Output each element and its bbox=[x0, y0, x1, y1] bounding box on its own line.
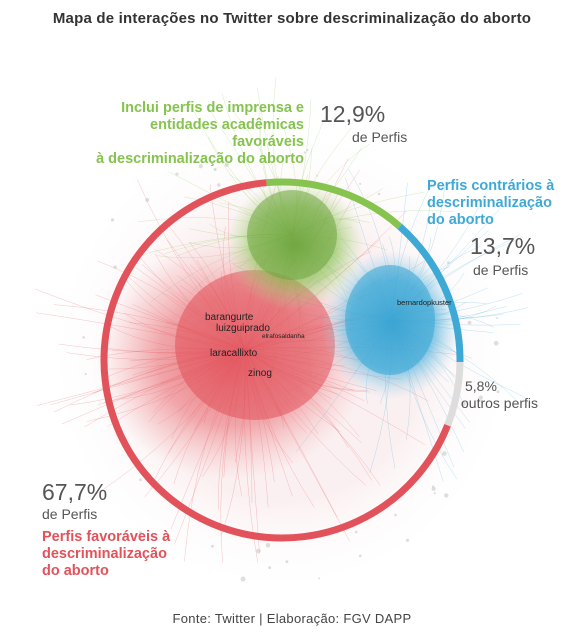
group-outros-percent: 5,8% bbox=[465, 378, 497, 394]
network-node bbox=[139, 478, 142, 481]
network-node bbox=[268, 566, 272, 570]
network-node bbox=[303, 151, 307, 154]
group-favoraveis-unit: de Perfis bbox=[42, 506, 98, 522]
network-node bbox=[460, 401, 466, 407]
network-node bbox=[211, 544, 214, 548]
ring-segment-imprensa bbox=[266, 178, 403, 230]
group-contrarios-description: Perfis contrários à descriminalização do… bbox=[427, 178, 577, 229]
network-node bbox=[394, 513, 397, 517]
node-label: zinog bbox=[248, 368, 272, 379]
network-node bbox=[431, 486, 436, 491]
source-footer: Fonte: Twitter | Elaboração: FGV DAPP bbox=[172, 611, 412, 626]
ring-segment-outros bbox=[444, 361, 464, 427]
network-node bbox=[318, 577, 321, 580]
node-label: laracallixto bbox=[210, 348, 258, 359]
page-title: Mapa de interações no Twitter sobre desc… bbox=[52, 10, 532, 27]
group-favoraveis-line: do aborto bbox=[42, 563, 109, 579]
network-node bbox=[446, 261, 450, 265]
network-node bbox=[358, 554, 362, 558]
network-node bbox=[359, 182, 362, 185]
group-favoraveis-line: Perfis favoráveis à bbox=[42, 529, 171, 545]
group-imprensa-line: à descriminalização do aborto bbox=[96, 151, 304, 167]
network-node bbox=[110, 218, 115, 222]
network-node bbox=[306, 148, 309, 152]
group-imprensa-line: entidades acadêmicas favoráveis bbox=[150, 117, 304, 150]
group-contrarios-unit: de Perfis bbox=[473, 262, 529, 278]
network-node bbox=[255, 548, 261, 554]
group-imprensa-line: Inclui perfis de imprensa e bbox=[121, 100, 304, 116]
group-imprensa-percent: 12,9% bbox=[320, 101, 386, 127]
network-node bbox=[198, 164, 203, 169]
group-imprensa-unit: de Perfis bbox=[352, 129, 408, 145]
group-imprensa-description: Inclui perfis de imprensa e entidades ac… bbox=[90, 100, 304, 168]
ring-segment-favoraveis bbox=[100, 179, 451, 542]
network-node bbox=[442, 451, 447, 456]
network-node bbox=[145, 197, 150, 202]
network-node bbox=[138, 531, 142, 535]
network-node bbox=[354, 530, 358, 534]
network-node bbox=[213, 167, 217, 171]
cluster-imprensa-core bbox=[247, 190, 337, 280]
network-node bbox=[405, 538, 410, 542]
group-contrarios-line: Perfis contrários à bbox=[427, 178, 555, 194]
group-favoraveis-percent: 67,7% bbox=[42, 479, 108, 505]
network-node bbox=[377, 192, 381, 196]
network-node bbox=[217, 183, 221, 187]
network-node bbox=[240, 576, 246, 582]
group-contrarios-line: do aborto bbox=[427, 212, 494, 228]
node-label: luizguiprado bbox=[216, 323, 270, 334]
network-node bbox=[433, 492, 436, 495]
network-node bbox=[285, 560, 289, 564]
network-node bbox=[496, 317, 499, 320]
group-favoraveis-line: descriminalização bbox=[42, 546, 167, 562]
network-node bbox=[493, 340, 499, 346]
ring-segment-contrarios bbox=[397, 223, 464, 363]
network-node bbox=[315, 174, 318, 177]
node-labels: barangurte luizguiprado elrafosaldanha l… bbox=[205, 298, 452, 379]
node-label: elrafosaldanha bbox=[262, 333, 305, 340]
cluster-contrarios-core bbox=[345, 265, 435, 375]
network-node bbox=[82, 336, 85, 339]
node-label: bernardopkuster bbox=[397, 298, 452, 307]
group-favoraveis-description: Perfis favoráveis à descriminalização do… bbox=[42, 529, 212, 580]
node-label: barangurte bbox=[205, 312, 254, 323]
group-contrarios-percent: 13,7% bbox=[470, 233, 536, 259]
network-node bbox=[224, 162, 229, 167]
group-contrarios-line: descriminalização bbox=[427, 195, 552, 211]
group-outros-unit: outros perfis bbox=[461, 395, 539, 411]
network-node bbox=[113, 265, 117, 269]
network-node bbox=[84, 372, 87, 376]
network-node bbox=[467, 320, 472, 325]
network-node bbox=[496, 390, 500, 394]
network-node bbox=[265, 542, 271, 548]
network-node bbox=[444, 493, 449, 498]
share-ring bbox=[100, 178, 464, 542]
network-node bbox=[175, 172, 179, 176]
network-clusters bbox=[97, 180, 462, 480]
network-node bbox=[478, 395, 483, 400]
